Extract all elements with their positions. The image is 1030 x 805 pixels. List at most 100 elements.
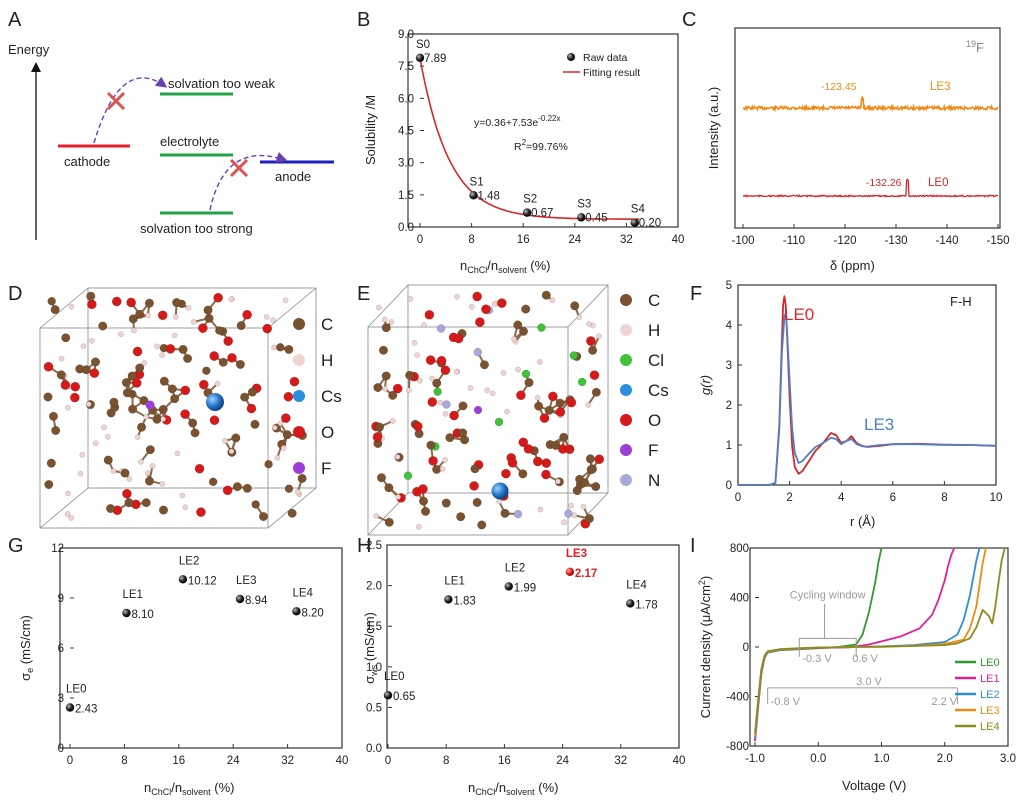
- atom: [145, 312, 151, 319]
- atom: [500, 370, 507, 376]
- atom: [149, 463, 156, 469]
- atom: [185, 304, 192, 311]
- atom: [534, 401, 544, 411]
- atom: [242, 483, 252, 493]
- cross-strong-icon: [229, 158, 249, 178]
- span-label: 3.0 V: [856, 676, 882, 688]
- atom: [134, 434, 141, 441]
- atom: [591, 482, 601, 492]
- atom: [92, 440, 99, 447]
- atom: [564, 509, 573, 518]
- legend-label: O: [648, 411, 661, 430]
- atom: [122, 388, 132, 398]
- peak-label: -123.45: [821, 81, 857, 93]
- plot-f: 0 2 4 6 8 10 0 1 2 3 4 5 LE0 LE3: [726, 280, 1003, 504]
- atom: [47, 296, 56, 306]
- cell-front-face: [367, 326, 569, 536]
- atom: [580, 503, 587, 510]
- atom: [228, 296, 235, 303]
- plot-i-ytick-label: 400: [730, 593, 749, 605]
- plot-b-xtick-label: 32: [620, 234, 633, 246]
- atom: [403, 471, 413, 480]
- data-point: [122, 608, 131, 618]
- atom: [511, 336, 517, 342]
- atom: [436, 324, 446, 333]
- atom: [141, 498, 151, 508]
- low-voltage-label: -0.3 V: [802, 653, 832, 665]
- fit-equation: y=0.36+7.53e-0.22x: [474, 114, 560, 129]
- atom: [289, 376, 300, 387]
- legend-fit-label: Fitting result: [583, 67, 640, 79]
- atom: [90, 357, 101, 367]
- panel-g: G σe (mS/cm) nChCl/nsolvent (%) 0 8 16 24 32…: [8, 535, 348, 797]
- atom: [549, 297, 556, 304]
- atom: [227, 353, 237, 363]
- atom: [388, 390, 398, 400]
- atom: [158, 404, 168, 414]
- atom: [585, 336, 596, 346]
- plot-g-ytick-label: 9: [58, 593, 64, 605]
- point-name: LE2: [505, 562, 525, 574]
- legend-swatch: [293, 354, 305, 366]
- plot-i-xtick-label: 0.0: [810, 753, 826, 765]
- plot-h: 0 8 16 24 32 40 0.0 0.5 1.0 1.5 2.0 2.5 0.65 LE0 1.83 L…: [366, 540, 685, 767]
- data-point: [565, 567, 575, 576]
- plot-h-xtick-label: 16: [498, 755, 511, 767]
- atom: [491, 301, 498, 307]
- atom: [122, 488, 132, 499]
- atom: [86, 291, 96, 301]
- atom: [283, 391, 294, 402]
- atom: [228, 448, 235, 455]
- panel-d: D CH Cs OF: [8, 283, 342, 529]
- data-label: 0.67: [531, 208, 553, 220]
- data-label: 8.10: [131, 609, 153, 621]
- lsv-line-le4: [754, 547, 1006, 734]
- atom: [190, 428, 200, 438]
- atom: [496, 498, 502, 505]
- atom: [128, 314, 138, 324]
- legend-swatch: [620, 444, 632, 456]
- plot-b-ytick-label: 4.5: [398, 126, 414, 138]
- atom: [110, 468, 117, 474]
- atom: [145, 445, 155, 455]
- data-label: 2.17: [575, 568, 597, 580]
- atom: [159, 376, 169, 386]
- legend-label: O: [321, 423, 334, 442]
- atom: [468, 303, 475, 310]
- plot-f-xtick-label: 8: [941, 492, 947, 504]
- spectrum-line-le3: [742, 95, 999, 113]
- atom: [154, 343, 160, 350]
- legend-label: F: [648, 441, 658, 460]
- atom: [428, 456, 438, 466]
- atom: [501, 468, 511, 479]
- atom: [555, 478, 561, 485]
- data-label: 8.94: [245, 595, 268, 607]
- atom: [236, 320, 246, 331]
- plot-h-xtick-label: 40: [673, 755, 686, 767]
- panel-e-label: E: [357, 283, 370, 305]
- atom: [51, 425, 61, 436]
- energy-axis-label: Energy: [8, 42, 50, 57]
- f-atom: [145, 400, 155, 410]
- atom: [250, 419, 260, 429]
- series-label: LE3: [864, 415, 894, 434]
- plot-g-xtick-label: 40: [336, 755, 349, 767]
- panel-h: H σws (mS/cm) nChCl/nsolvent (%) 0 8 16 24 3…: [357, 535, 685, 797]
- atom: [439, 466, 446, 472]
- atom: [521, 304, 531, 314]
- plot-f-ytick-label: 1: [726, 440, 732, 452]
- plot-g-ylabel: σe (mS/cm): [18, 615, 35, 681]
- atom: [223, 336, 234, 346]
- panel-g-label: G: [8, 535, 24, 557]
- atom: [77, 470, 84, 477]
- atom: [215, 326, 224, 335]
- cell-edge: [267, 487, 317, 529]
- atom: [64, 511, 71, 517]
- point-name: S1: [470, 176, 484, 188]
- plot-c-xtick-label: -120: [833, 235, 856, 247]
- atom: [231, 433, 241, 443]
- legend-label: N: [648, 471, 660, 490]
- atom: [591, 387, 601, 397]
- atom: [458, 428, 468, 438]
- legend-swatch: [620, 384, 632, 396]
